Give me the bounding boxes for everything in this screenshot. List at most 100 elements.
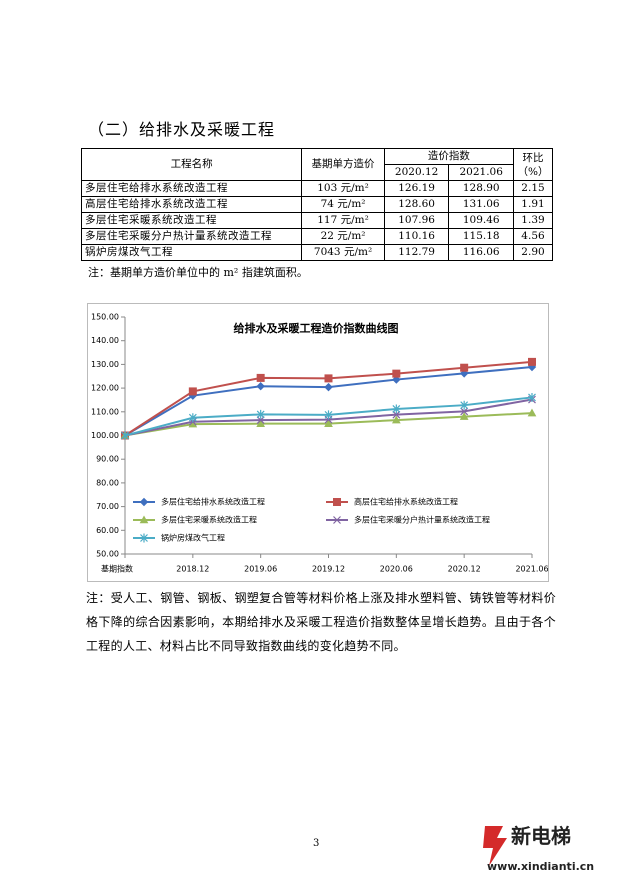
table-cell: 107.96 bbox=[383, 212, 450, 229]
y-tick-label: 70.00 bbox=[96, 502, 119, 511]
y-tick-label: 120.00 bbox=[91, 384, 119, 393]
price-table: 工程名称 基期单方造价 造价指数 环比 （%） 2020.12 2021.06 … bbox=[80, 148, 553, 261]
table-cell: 103 元/m² bbox=[301, 180, 385, 197]
x-tick-label: 2020.06 bbox=[380, 565, 413, 574]
header-row: 工程名称 基期单方造价 造价指数 环比 （%） bbox=[80, 148, 553, 181]
point bbox=[391, 415, 401, 424]
legend-marker bbox=[139, 515, 149, 524]
table-cell: 高层住宅给排水系统改造工程 bbox=[80, 196, 303, 213]
x-tick-label: 基期指数 bbox=[101, 564, 133, 574]
x-tick-label: 2021.06 bbox=[515, 565, 548, 574]
table-cell: 1.39 bbox=[513, 212, 553, 229]
point bbox=[256, 416, 265, 425]
header-cell: 2021.06 bbox=[448, 164, 514, 181]
header-cell: 工程名称 bbox=[80, 148, 303, 181]
point bbox=[324, 382, 333, 392]
legend-label: 锅炉房煤改气工程 bbox=[161, 533, 225, 543]
y-tick-label: 80.00 bbox=[96, 478, 119, 487]
table-cell: 112.79 bbox=[383, 244, 450, 261]
legend-label: 多层住宅采暖系统改造工程 bbox=[161, 515, 257, 525]
legend-label: 多层住宅采暖分户热计量系统改造工程 bbox=[354, 515, 490, 525]
table-cell: 多层住宅给排水系统改造工程 bbox=[80, 180, 303, 197]
table-cell: 109.46 bbox=[448, 212, 514, 229]
table-note: 注：基期单方造价单位中的 m² 指建筑面积。 bbox=[88, 266, 308, 279]
point bbox=[121, 431, 129, 440]
point bbox=[527, 408, 537, 417]
table-cell: 22 元/m² bbox=[301, 228, 385, 245]
y-tick-label: 130.00 bbox=[91, 360, 119, 369]
table-cell: 128.90 bbox=[448, 180, 514, 197]
legend-label: 高层住宅给排水系统改造工程 bbox=[354, 497, 458, 507]
table-cell: 多层住宅采暖分户热计量系统改造工程 bbox=[80, 228, 303, 245]
x-tick-label: 2018.12 bbox=[176, 565, 209, 574]
header-text: 环比 bbox=[522, 151, 544, 164]
point bbox=[460, 407, 469, 416]
point bbox=[256, 409, 265, 419]
point bbox=[324, 410, 333, 420]
table-body: 工程名称 基期单方造价 造价指数 环比 （%） 2020.12 2021.06 … bbox=[80, 148, 553, 261]
watermark-url: www.xindianti.cn bbox=[487, 860, 594, 873]
y-tick-label: 50.00 bbox=[96, 550, 119, 559]
table-row: 锅炉房煤改气工程 7043 元/m² 112.79 116.06 2.90 bbox=[80, 244, 553, 261]
y-tick-label: 110.00 bbox=[91, 407, 119, 416]
point bbox=[392, 369, 401, 378]
table-cell: 117 元/m² bbox=[301, 212, 385, 229]
point bbox=[528, 357, 536, 366]
point bbox=[392, 410, 401, 419]
point bbox=[324, 374, 333, 383]
watermark-name: 新电梯 bbox=[511, 824, 571, 848]
analysis-note: 注：受人工、钢管、钢板、钢塑复合管等材料价格上涨及排水塑料管、铸铁管等材料价格下… bbox=[86, 591, 556, 653]
chart-frame: 给排水及采暖工程造价指数曲线图 50.00 60.00 70.00 80.00 90.0… bbox=[87, 303, 549, 582]
table-cell: 116.06 bbox=[448, 244, 514, 261]
watermark-logo: 新电梯 www.xindianti.cn bbox=[483, 824, 594, 873]
point bbox=[392, 375, 401, 384]
legend-marker bbox=[333, 516, 341, 524]
table-cell: 锅炉房煤改气工程 bbox=[80, 244, 303, 261]
legend-marker bbox=[139, 497, 149, 507]
page-number: 3 bbox=[313, 838, 320, 849]
point bbox=[392, 404, 401, 414]
header-cell: 基期单方造价 bbox=[301, 148, 385, 181]
point bbox=[460, 363, 469, 372]
table-cell: 74 元/m² bbox=[301, 196, 385, 213]
y-tick-label: 60.00 bbox=[96, 526, 119, 535]
point bbox=[188, 387, 197, 396]
table-cell: 多层住宅采暖系统改造工程 bbox=[80, 212, 303, 229]
y-tick-label: 150.00 bbox=[91, 313, 119, 322]
table-cell: 128.60 bbox=[383, 196, 450, 213]
x-tick-label: 2019.12 bbox=[312, 565, 345, 574]
point bbox=[324, 419, 333, 427]
table-cell: 2.90 bbox=[513, 244, 553, 261]
table-cell: 2.15 bbox=[513, 180, 553, 197]
table-cell: 7043 元/m² bbox=[301, 244, 385, 261]
logo-icon bbox=[483, 826, 507, 866]
point bbox=[256, 381, 265, 391]
point bbox=[459, 412, 469, 420]
point bbox=[460, 400, 469, 410]
y-tick-label: 140.00 bbox=[91, 336, 119, 345]
table-row: 多层住宅采暖系统改造工程 117 元/m² 107.96 109.46 1.39 bbox=[80, 212, 553, 229]
watermark: 新电梯 www.xindianti.cn bbox=[477, 818, 627, 878]
legend-label: 多层住宅给排水系统改造工程 bbox=[161, 497, 265, 507]
point bbox=[256, 419, 266, 427]
table-cell: 126.19 bbox=[383, 180, 450, 197]
y-tick-label: 100.00 bbox=[91, 431, 119, 440]
y-tick-label: 90.00 bbox=[96, 455, 119, 464]
point bbox=[256, 373, 265, 382]
header-cell: 2020.12 bbox=[383, 164, 450, 181]
section-title: （二）给排水及采暖工程 bbox=[88, 120, 276, 139]
chart: 给排水及采暖工程造价指数曲线图 50.00 60.00 70.00 80.00 90.0… bbox=[91, 313, 549, 574]
table-cell: 4.56 bbox=[513, 228, 553, 245]
x-tick-label: 2020.12 bbox=[448, 565, 481, 574]
header-cell: 环比 （%） bbox=[513, 148, 553, 181]
chart-title: 给排水及采暖工程造价指数曲线图 bbox=[234, 321, 399, 335]
point bbox=[528, 392, 536, 402]
table-cell: 110.16 bbox=[383, 228, 450, 245]
legend-marker bbox=[333, 498, 341, 506]
legend-marker bbox=[140, 533, 148, 543]
table-row: 高层住宅给排水系统改造工程 74 元/m² 128.60 131.06 1.91 bbox=[80, 196, 553, 213]
header-cell: 造价指数 bbox=[383, 148, 515, 165]
table-cell: 115.18 bbox=[448, 228, 514, 245]
table-cell: 131.06 bbox=[448, 196, 514, 213]
